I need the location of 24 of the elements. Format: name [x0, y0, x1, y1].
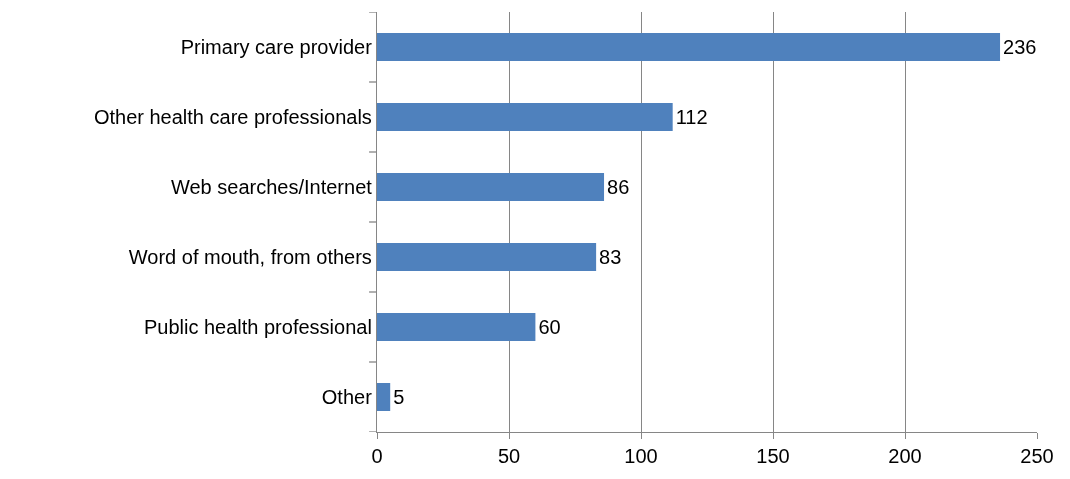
data-label: 83	[599, 246, 622, 268]
bar	[377, 33, 1001, 61]
x-tick-label: 50	[497, 445, 521, 468]
x-tick-label: 200	[888, 445, 922, 468]
x-tick-label: 0	[371, 445, 383, 468]
y-tick-label: Primary care provider	[180, 36, 373, 58]
bar	[377, 243, 597, 271]
y-tick-label: Public health professional	[143, 316, 372, 338]
x-tick-label: 100	[624, 445, 658, 468]
data-label: 86	[607, 176, 630, 198]
y-tick-label: Other health care professionals	[93, 106, 372, 128]
bar	[377, 173, 605, 201]
data-label: 60	[538, 316, 561, 338]
y-tick-label: Other	[321, 386, 373, 408]
bar	[377, 313, 536, 341]
x-tick-label: 150	[756, 445, 790, 468]
bar	[377, 383, 391, 411]
data-label: 5	[393, 386, 405, 408]
y-tick-label: Word of mouth, from others	[128, 246, 372, 268]
x-tick-label: 250	[1020, 445, 1054, 468]
data-label: 112	[675, 106, 708, 128]
data-label: 236	[1003, 36, 1037, 58]
bar	[377, 103, 673, 131]
y-tick-label: Web searches/Internet	[170, 176, 373, 198]
